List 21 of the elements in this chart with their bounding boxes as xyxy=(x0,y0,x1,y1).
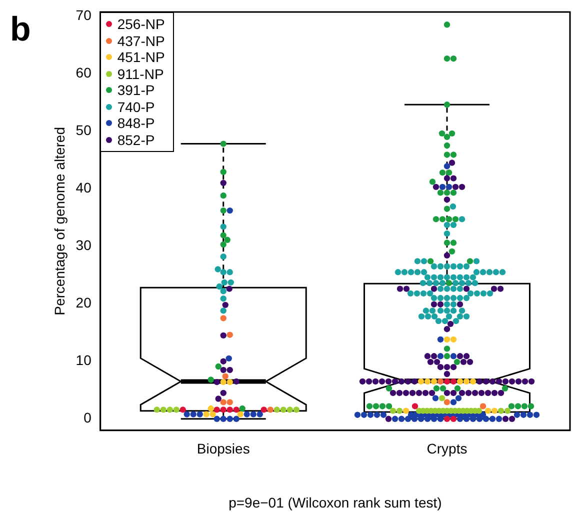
y-tick-label: 30 xyxy=(76,237,92,254)
legend-label: 391-P xyxy=(117,82,155,98)
text: b xyxy=(10,10,31,48)
y-tick-label: 60 xyxy=(76,64,92,80)
x-tick-label: Biopsies xyxy=(196,440,250,457)
legend-label: 740-P xyxy=(117,98,155,115)
legend-label: 451-NP xyxy=(117,49,165,66)
y-tick-label: 20 xyxy=(76,294,92,311)
y-tick-label: 0 xyxy=(84,410,92,426)
legend-label: 848-P xyxy=(117,115,155,132)
legend-label: 852-P xyxy=(117,132,155,148)
legend-label: 437-NP xyxy=(117,32,165,49)
y-tick-label: 50 xyxy=(76,122,92,138)
legend-label: 256-NP xyxy=(117,16,165,32)
x-tick-label: Crypts xyxy=(426,440,468,457)
legend-label: 911-NP xyxy=(117,66,164,82)
y-axis-title: Percentage of genome altered xyxy=(51,127,68,316)
x-axis-title: p=9e−01 (Wilcoxon rank sum test) xyxy=(228,494,442,510)
y-tick-label: 10 xyxy=(76,352,92,368)
y-tick-label: 40 xyxy=(76,180,92,196)
y-tick-label: 70 xyxy=(76,6,92,23)
